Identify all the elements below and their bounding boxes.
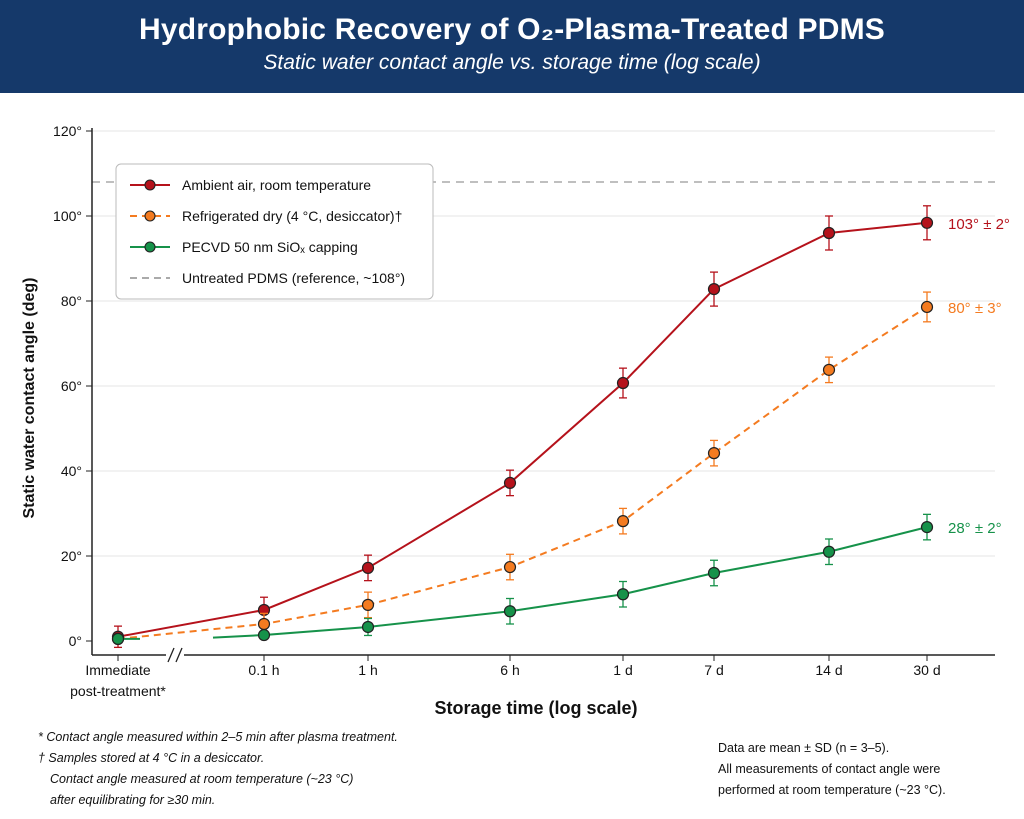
legend-box	[115, 163, 434, 300]
series-line	[117, 221, 928, 638]
y-tick-label: 80°	[61, 293, 82, 309]
end-value-label: 80° ± 3°	[948, 300, 1002, 317]
data-point	[920, 300, 934, 314]
legend-label: Untreated PDMS (reference, ~108°)	[182, 270, 405, 286]
y-axis-label: Static water contact angle (deg)	[21, 278, 38, 519]
data-point	[920, 520, 934, 534]
data-point	[111, 632, 125, 645]
data-point	[361, 561, 375, 575]
legend-label: Refrigerated dry (4 °C, desiccator)†	[182, 208, 402, 224]
footnote-dagger-line3: after equilibrating for ≥30 min.	[50, 793, 216, 807]
legend: Ambient air, room temperature Refrigerate…	[115, 163, 434, 300]
x-tick-label: post-treatment*	[70, 683, 166, 699]
x-tick-label: 7 d	[704, 662, 723, 678]
axis-break-mark	[175, 647, 183, 663]
series-1: 80° ± 3°	[111, 291, 1002, 645]
legend-label: Ambient air, room temperature	[182, 177, 371, 193]
grid	[92, 130, 995, 557]
chart-title: Hydrophobic Recovery of O₂-Plasma-Treate…	[138, 13, 886, 46]
data-point	[257, 628, 271, 642]
x-tick-label: Immediate	[85, 662, 151, 678]
y-tick-label: 0°	[69, 633, 82, 649]
series-layer: 103° ± 2° 80° ± 3° 28° ± 2°	[111, 205, 1010, 649]
data-point	[361, 598, 375, 611]
axis-break-mark	[167, 647, 175, 663]
y-tick-label: 100°	[53, 208, 82, 224]
data-point	[503, 560, 517, 574]
note-data: Data are mean ± SD (n = 3–5).	[718, 741, 890, 755]
note-measure-2: performed at room temperature (~23 °C).	[718, 783, 946, 797]
legend-marker	[144, 179, 156, 191]
data-point	[822, 363, 836, 376]
data-point	[707, 283, 721, 296]
note-measure-1: All measurements of contact angle were	[718, 762, 941, 776]
y-tick-label: 120°	[53, 123, 82, 139]
series-0: 103° ± 2°	[111, 205, 1010, 649]
series-line	[117, 306, 928, 640]
data-point	[920, 216, 934, 229]
legend-label: PECVD 50 nm SiOₓ capping	[182, 239, 358, 255]
data-point	[616, 376, 630, 390]
legend-marker	[144, 210, 156, 222]
data-point	[822, 545, 836, 558]
x-axis-label: Storage time (log scale)	[434, 698, 637, 718]
data-point	[361, 620, 375, 634]
y-tick-label: 20°	[61, 548, 82, 564]
y-tick-label: 60°	[61, 378, 82, 394]
axes: 0° 20° 40° 60° 80° 100° 120° Immediate post-trea…	[53, 123, 995, 699]
footnote-dagger-line2: Contact angle measured at room temperatu…	[50, 772, 354, 786]
data-point	[503, 605, 517, 618]
footnote-asterisk: * Contact angle measured within 2–5 min …	[38, 730, 398, 744]
footnotes-left: * Contact angle measured within 2–5 min …	[38, 727, 398, 811]
x-tick-label: 6 h	[500, 662, 519, 678]
axis-break-gap	[166, 647, 184, 663]
end-value-label: 103° ± 2°	[948, 216, 1010, 233]
data-point	[257, 617, 271, 631]
data-point	[707, 566, 721, 580]
end-value-label: 28° ± 2°	[948, 520, 1002, 537]
data-point	[616, 515, 630, 528]
series-2: 28° ± 2°	[111, 513, 1002, 645]
data-point	[707, 447, 721, 460]
x-tick-label: 1 d	[613, 662, 632, 678]
x-tick-label: 14 d	[815, 662, 842, 678]
footnote-dagger: † Samples stored at 4 °C in a desiccator…	[38, 751, 265, 765]
data-point	[503, 476, 517, 489]
y-tick-label: 40°	[61, 463, 82, 479]
legend-marker	[144, 241, 156, 253]
x-tick-label: 1 h	[358, 662, 377, 678]
x-tick-label: 0.1 h	[248, 662, 279, 678]
data-point	[616, 588, 630, 601]
header-banner: Hydrophobic Recovery of O₂-Plasma-Treate…	[0, 0, 1024, 93]
footnotes-right: Data are mean ± SD (n = 3–5). All measur…	[718, 738, 946, 801]
chart-subtitle: Static water contact angle vs. storage t…	[263, 51, 761, 74]
x-tick-label: 30 d	[913, 662, 940, 678]
data-point	[822, 226, 836, 240]
series-line	[212, 526, 928, 639]
